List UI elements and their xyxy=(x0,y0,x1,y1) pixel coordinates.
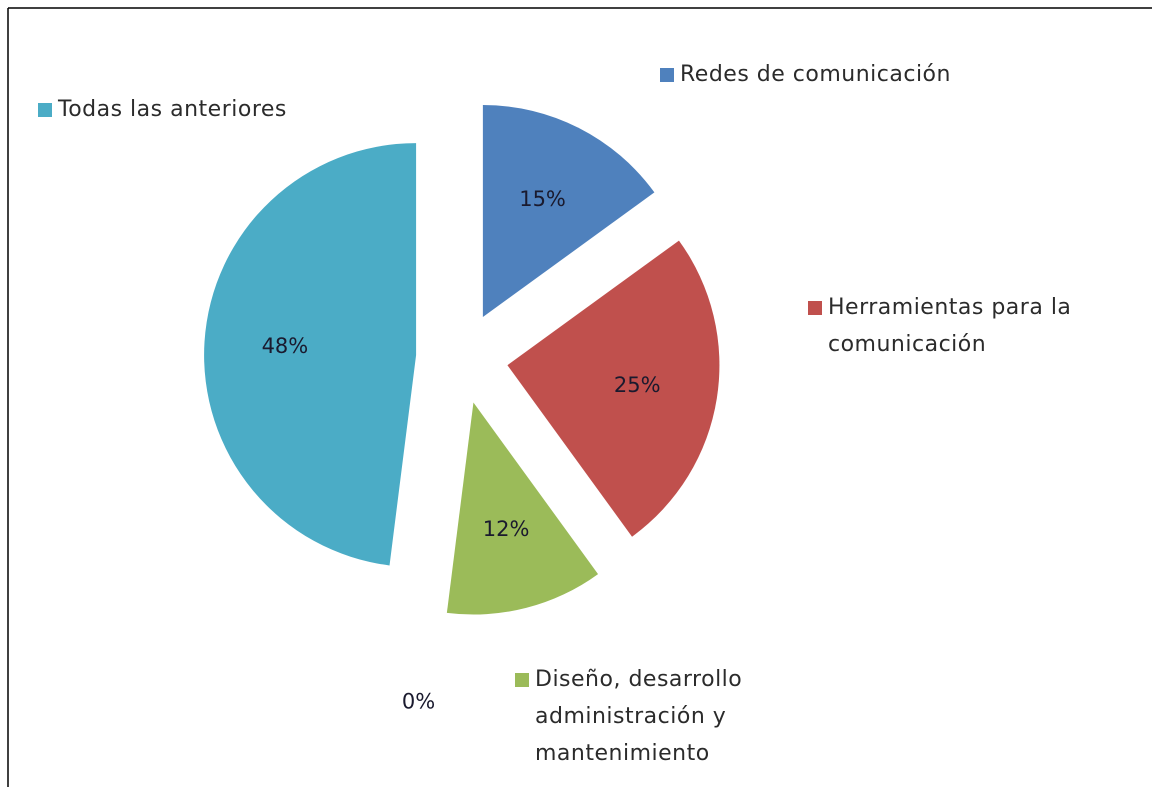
pie-slice xyxy=(507,240,720,537)
data-label: 12% xyxy=(483,517,530,541)
data-label: 48% xyxy=(262,334,309,358)
data-label: 15% xyxy=(519,187,566,211)
legend-swatch xyxy=(808,301,822,315)
pie-slice xyxy=(482,105,655,318)
legend-label: Todas las anteriores xyxy=(58,97,287,122)
legend-swatch xyxy=(515,673,529,687)
data-label: 0% xyxy=(402,689,435,713)
legend-label: Diseño, desarrollo administración y mant… xyxy=(535,667,743,766)
legend-label: Herramientas para la comunicación xyxy=(828,295,1072,357)
pie-slice xyxy=(446,402,599,615)
legend-label: Redes de comunicación xyxy=(680,62,951,87)
legend-swatch xyxy=(660,68,674,82)
data-label: 25% xyxy=(614,373,661,397)
legend-swatch xyxy=(38,103,52,117)
pie-slice xyxy=(204,143,417,566)
